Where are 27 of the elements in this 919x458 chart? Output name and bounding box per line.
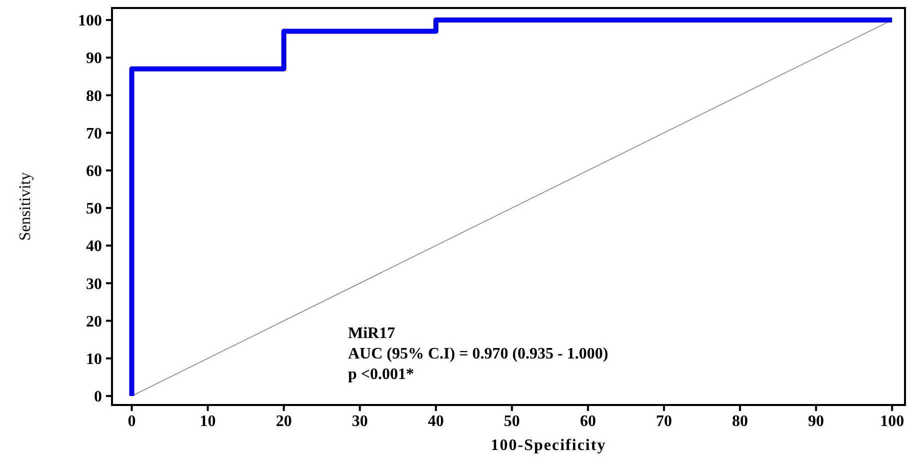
y-tick-label: 70 (86, 125, 102, 142)
annotation: AUC (95% C.I) = 0.970 (0.935 - 1.000) (348, 346, 608, 362)
y-tick-label: 80 (86, 88, 102, 105)
x-tick-label: 80 (732, 413, 748, 430)
x-tick-label: 20 (276, 413, 292, 430)
x-tick-label: 90 (808, 413, 824, 430)
y-tick-label: 90 (86, 50, 102, 68)
x-tick-label: 100 (880, 413, 904, 430)
y-axis-title: Sensitivity (17, 172, 34, 241)
x-tick-label: 0 (128, 413, 136, 430)
y-tick-label: 0 (94, 388, 102, 406)
annotation: MiR17 (348, 325, 396, 342)
annotation: p <0.001* (348, 366, 414, 383)
x-tick-label: 10 (200, 413, 216, 430)
y-tick-label: 30 (86, 276, 102, 293)
x-tick-label: 40 (428, 413, 444, 430)
x-tick-label: 30 (352, 413, 368, 430)
y-tick-label: 100 (78, 12, 102, 30)
x-tick-label: 50 (504, 413, 520, 430)
x-tick-label: 60 (580, 413, 596, 430)
y-tick-label: 40 (86, 238, 102, 256)
y-tick-label: 10 (86, 350, 102, 368)
x-tick-label: 70 (656, 413, 672, 430)
y-tick-label: 20 (86, 313, 102, 330)
y-tick-label: 50 (86, 200, 102, 218)
y-tick-label: 60 (86, 163, 102, 180)
x-axis-title: 100-Specificity (490, 437, 606, 454)
